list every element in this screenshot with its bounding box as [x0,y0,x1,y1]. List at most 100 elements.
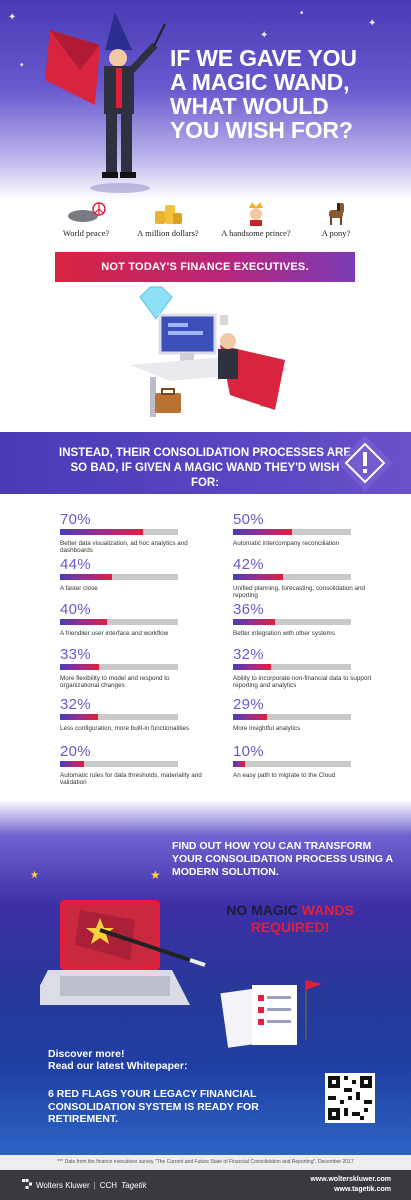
stat-item: 29% More insightful analytics [233,696,383,732]
stat-description: A faster close [60,585,98,592]
hero-title-line: WHAT WOULD [170,93,329,119]
stat-percent: 40% [60,601,91,618]
hero-section: ✦ ✦ • • ✦ IF WE GAVE YOU A MAGIC WAND, W… [0,0,411,200]
wishes-row: World peace? A million dollars? A handso… [0,200,411,245]
discover-line: Discover more! [48,1048,125,1060]
stat-item: 33% More flexibility to model and respon… [60,646,210,689]
star-icon: ★ [30,870,39,881]
stat-bar-fill [233,664,271,670]
stat-percent: 44% [60,556,91,573]
wolterskluwer-link[interactable]: www.wolterskluwer.com [310,1176,391,1183]
coins-icon [118,200,218,226]
footer: Wolters Kluwer | CCH Tagetik www.wolters… [0,1170,411,1200]
nomagic-word: NO MAGIC [226,902,298,918]
cta-section: ★ ★ ★ FIND OUT HOW YOU CAN TRANSFORM YOU… [0,800,411,1155]
whitepaper-title[interactable]: 6 RED FLAGS YOUR LEGACY FINANCIAL CONSOL… [48,1088,259,1125]
stat-description: More flexibility to model and respond to… [60,675,170,689]
stat-percent: 20% [60,743,91,760]
prince-icon [206,200,306,226]
stat-item: 42% Unified planning, forecasting, conso… [233,556,383,599]
discover-line: Read our latest Whitepaper: [48,1060,188,1072]
stat-item: 36% Better integration with other system… [233,601,383,637]
sparkle-icon: • [300,8,304,19]
brand-cch: CCH [99,1180,118,1190]
banner-text: INSTEAD, THEIR CONSOLIDATION PROCESSES A… [59,447,351,489]
brand-logo: Wolters Kluwer | CCH Tagetik [22,1179,147,1191]
sparkle-icon: • [20,60,24,71]
stat-bar-track [233,529,351,535]
stat-bar-fill [60,714,98,720]
survey-footnote: *** Data from the finance executives sur… [0,1155,411,1170]
stat-bar-fill [233,714,268,720]
transform-headline: FIND OUT HOW YOU CAN TRANSFORM YOUR CONS… [172,840,393,878]
stat-item: 70% Better data visualization, ad hoc an… [60,511,210,554]
stat-bar-track [233,619,351,625]
stat-bar-fill [60,619,108,625]
stat-description: Ability to incorporate non-financial dat… [233,675,372,689]
stat-description: An easy path to migrate to the Cloud [233,772,336,779]
stat-bar-fill [233,619,276,625]
ribbon-text: NOT TODAY'S FINANCE EXECUTIVES. [101,261,309,273]
sparkle-icon: ✦ [260,30,269,41]
stat-item: 32% Ability to incorporate non-financial… [233,646,383,689]
stat-percent: 29% [233,696,264,713]
stat-item: 32% Less configuration, more built-in fu… [60,696,210,732]
brand-name: Wolters Kluwer [36,1180,90,1190]
stat-description: Less configuration, more built-in functi… [60,725,190,732]
brand-tagetik: Tagetik [121,1180,147,1190]
wish-pony: A pony? [286,200,386,238]
wish-label: A handsome prince? [221,228,291,238]
stat-bar-track [233,761,351,767]
stat-description: Automatic rules for data thresholds, mat… [60,772,202,786]
nomagic-required: REQUIRED! [250,919,330,935]
hero-title-line: IF WE GAVE YOU [170,45,357,71]
stat-bar-track [60,714,178,720]
stat-percent: 50% [233,511,264,528]
stat-description: More insightful analytics [233,725,301,732]
stat-percent: 42% [233,556,264,573]
stat-item: 20% Automatic rules for data thresholds,… [60,743,210,786]
stat-bar-track [233,574,351,580]
stat-bar-fill [60,761,84,767]
whitepaper-documents-illustration [220,980,322,1048]
wolters-kluwer-logo-icon [22,1179,32,1191]
wish-world-peace: World peace? [36,200,136,238]
qr-code[interactable] [325,1073,375,1123]
stat-bar-fill [60,574,112,580]
stat-bar-track [233,664,351,670]
stat-bar-track [60,529,178,535]
pony-icon [286,200,386,226]
warning-icon [337,435,393,491]
sparkle-icon: ✦ [8,12,17,23]
wish-label: A million dollars? [137,228,199,238]
star-icon: ★ [150,868,161,882]
not-today-ribbon: NOT TODAY'S FINANCE EXECUTIVES. [55,252,355,282]
stat-percent: 36% [233,601,264,618]
wizard-businessman-illustration [45,12,166,193]
stat-description: Better data visualization, ad hoc analyt… [60,540,188,554]
wish-label: A pony? [321,228,351,238]
wish-million-dollars: A million dollars? [118,200,218,238]
stat-bar-fill [60,529,143,535]
stat-percent: 70% [60,511,91,528]
stat-bar-fill [233,574,283,580]
stat-percent: 10% [233,743,264,760]
stat-item: 40% A friendlier user interface and work… [60,601,210,637]
stat-description: A friendlier user interface and workflow [60,630,169,637]
stat-item: 44% A faster close [60,556,210,592]
stat-percent: 33% [60,646,91,663]
hero-title-line: YOU WISH FOR? [170,117,353,143]
stat-description: Unified planning, forecasting, consolida… [233,585,365,599]
stat-percent: 32% [233,646,264,663]
stat-bar-fill [233,761,245,767]
wish-label: World peace? [62,228,110,238]
brand-separator: | [93,1180,96,1190]
stat-item: 50% Automatic intercompany reconciliatio… [233,511,383,547]
no-magic-wands-text: NO MAGIC WANDS REQUIRED! [210,902,370,936]
desk-worker-illustration [130,286,290,417]
stat-bar-track [60,619,178,625]
sparkle-icon: ✦ [368,18,377,29]
stat-bar-track [60,761,178,767]
footnote-text: *** Data from the finance executives sur… [57,1159,354,1165]
tagetik-link[interactable]: www.tagetik.com [334,1186,391,1193]
